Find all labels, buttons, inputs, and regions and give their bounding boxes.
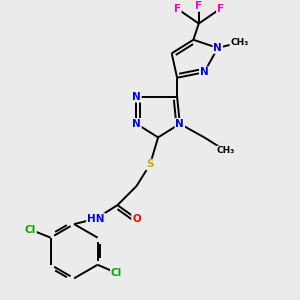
Text: N: N: [132, 92, 141, 102]
Text: S: S: [146, 160, 154, 170]
Text: N: N: [213, 43, 222, 53]
Text: CH₃: CH₃: [217, 146, 235, 155]
Text: Cl: Cl: [25, 224, 36, 235]
Text: O: O: [132, 214, 141, 224]
Text: F: F: [217, 4, 224, 14]
Text: F: F: [173, 4, 181, 14]
Text: Cl: Cl: [111, 268, 122, 278]
Text: N: N: [132, 119, 141, 129]
Text: N: N: [200, 67, 208, 77]
Text: N: N: [176, 119, 184, 129]
Text: HN: HN: [87, 214, 104, 224]
Text: F: F: [195, 1, 203, 11]
Text: CH₃: CH₃: [230, 38, 249, 47]
